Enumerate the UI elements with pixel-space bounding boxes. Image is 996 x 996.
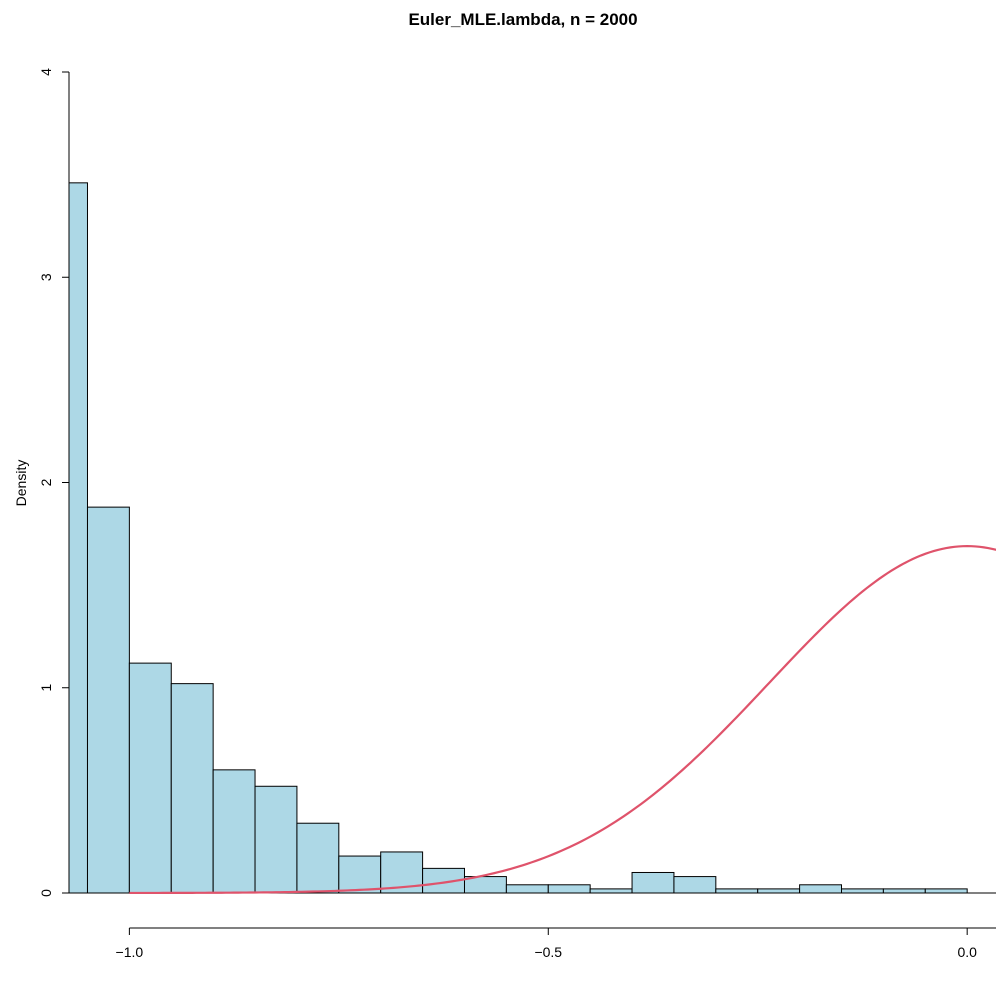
y-tick-label-4: 4 (38, 68, 54, 76)
histogram-bar-18 (799, 884, 842, 894)
x-tick-label-1: −0.5 (534, 944, 562, 960)
histogram-bar-1 (86, 506, 130, 894)
histogram-bar-0 (68, 182, 88, 894)
x-tick-label-0: −1.0 (116, 944, 144, 960)
normal-density-curve (129, 545, 996, 895)
x-tick-label-2: 0.0 (957, 944, 977, 960)
histogram-bar-11 (505, 884, 549, 894)
histogram-bar-12 (547, 884, 591, 894)
histogram-bar-15 (673, 876, 717, 894)
histogram-bar-13 (589, 888, 633, 894)
y-axis-label: Density (13, 460, 29, 507)
histogram-bar-21 (924, 888, 968, 894)
chart-title: Euler_MLE.lambda, n = 2000 (408, 10, 637, 29)
x-axis: −1.0−0.50.00.51.0 (116, 927, 996, 960)
y-tick-label-3: 3 (38, 273, 54, 281)
histogram-bar-5 (254, 785, 298, 894)
histogram-bar-4 (212, 769, 256, 894)
histogram-bar-17 (757, 888, 801, 894)
histogram-bars (68, 182, 996, 894)
y-tick-label-2: 2 (38, 478, 54, 486)
y-tick-label-1: 1 (38, 684, 54, 692)
histogram-bar-2 (128, 662, 172, 894)
histogram-bar-7 (338, 855, 382, 894)
histogram-bar-3 (170, 683, 214, 894)
histogram-bar-20 (882, 888, 926, 894)
y-axis: 0 1 2 3 4 (38, 68, 70, 897)
y-tick-label-0: 0 (38, 889, 54, 897)
histogram-bar-6 (296, 822, 340, 894)
histogram-bar-14 (631, 871, 675, 894)
histogram-bar-16 (715, 888, 759, 894)
histogram-bar-19 (841, 888, 884, 894)
